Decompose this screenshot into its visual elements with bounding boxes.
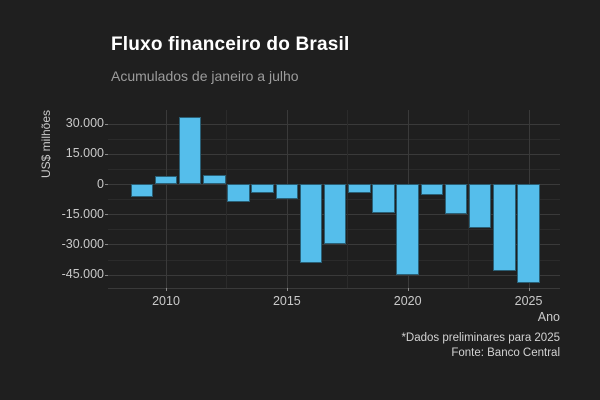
bar-2011 — [178, 116, 202, 184]
source-caption: *Dados preliminares para 2025 Fonte: Ban… — [401, 331, 560, 360]
x-tick-mark — [286, 288, 288, 291]
x-tick-label: 2020 — [393, 294, 422, 308]
y-tick-label: 30.000 — [65, 116, 104, 131]
gridline-minor — [108, 138, 560, 140]
gridline-minor — [468, 110, 470, 288]
bar-2020 — [396, 184, 419, 275]
gridline-major — [108, 274, 560, 276]
x-axis-title: Ano — [537, 310, 560, 324]
y-tick-mark — [105, 214, 108, 216]
bar-2023 — [468, 184, 492, 229]
bar-2021 — [420, 184, 444, 196]
chart-subtitle: Acumulados de janeiro a julho — [111, 68, 299, 84]
y-tick-label: 15.000 — [65, 146, 104, 161]
x-tick-mark — [407, 288, 409, 291]
plot-panel — [108, 110, 560, 288]
gridline-major — [108, 123, 560, 125]
gridline-major — [108, 244, 560, 246]
y-tick-mark — [105, 274, 108, 276]
y-tick-label: 0 — [97, 176, 104, 191]
bar-2025 — [517, 184, 540, 283]
x-tick-label: 2025 — [514, 294, 543, 308]
bar-2019 — [372, 184, 395, 214]
bar-2016 — [299, 184, 323, 263]
y-tick-label: -45.000 — [61, 267, 104, 282]
y-tick-mark — [105, 123, 108, 125]
x-tick-label: 2010 — [152, 294, 180, 308]
gridline-minor — [108, 259, 560, 261]
chart-title: Fluxo financeiro do Brasil — [111, 34, 350, 55]
gridline-major — [108, 153, 560, 155]
gridline-major — [166, 110, 167, 288]
bar-2017 — [323, 184, 347, 245]
bar-2009 — [130, 184, 154, 198]
x-axis-line — [108, 288, 560, 289]
bar-2010 — [154, 175, 178, 184]
x-tick-mark — [166, 288, 167, 291]
bar-2015 — [275, 184, 299, 200]
bar-2022 — [444, 184, 468, 215]
caption-source: Fonte: Banco Central — [451, 346, 560, 359]
x-tick-label: 2015 — [272, 294, 301, 308]
gridline-minor — [108, 168, 560, 170]
caption-preliminary-note: *Dados preliminares para 2025 — [401, 332, 560, 344]
bar-2014 — [251, 184, 274, 194]
bar-2024 — [493, 184, 516, 271]
x-tick-mark — [528, 288, 530, 291]
y-tick-label: -30.000 — [61, 236, 104, 251]
y-tick-mark — [105, 153, 108, 155]
gridline-minor — [347, 110, 349, 288]
bar-2013 — [227, 184, 250, 203]
bar-2018 — [348, 184, 371, 194]
bar-2012 — [203, 174, 226, 184]
y-tick-mark — [105, 184, 108, 185]
y-tick-label: -15.000 — [61, 206, 104, 221]
gridline-minor — [226, 110, 228, 288]
y-tick-mark — [105, 244, 108, 246]
